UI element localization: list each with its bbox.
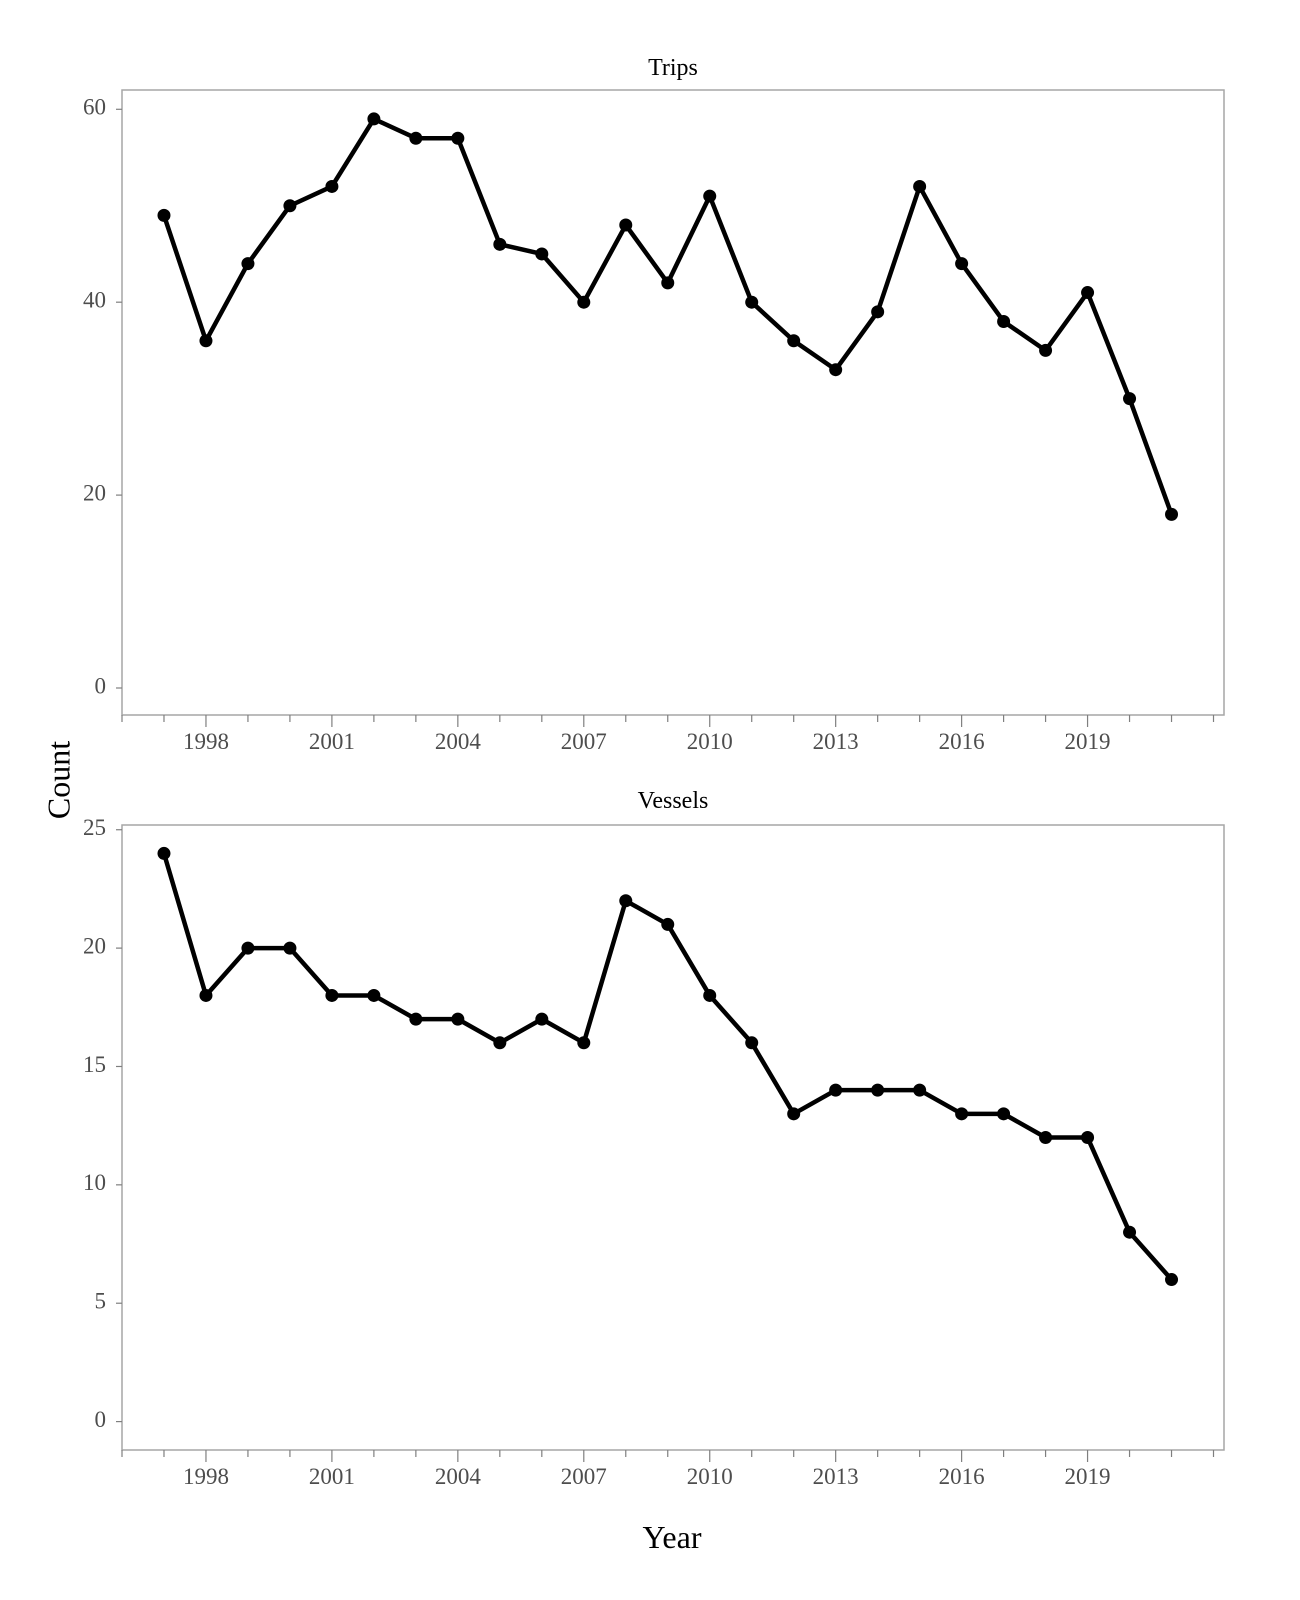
vessels-data-point	[1123, 1225, 1137, 1239]
vessels-data-point	[157, 846, 171, 860]
vessels-data-point	[1165, 1273, 1179, 1287]
vessels-data-point	[703, 988, 717, 1002]
vessels-data-point	[661, 917, 675, 931]
trips-data-point	[1081, 286, 1095, 300]
trips-data-point	[241, 257, 255, 271]
trips-x-tick-label: 2019	[1065, 729, 1111, 754]
vessels-data-point	[997, 1107, 1011, 1121]
trips-data-point	[157, 208, 171, 222]
vessels-x-tick-label: 2013	[813, 1464, 859, 1489]
trips-data-point	[745, 295, 759, 309]
trips-x-tick-label: 2004	[435, 729, 482, 754]
vessels-plot-frame	[121, 824, 1225, 1451]
trips-panel-title: Trips	[648, 55, 698, 81]
vessels-y-tick-label: 15	[83, 1052, 106, 1077]
trips-data-point	[1165, 507, 1179, 521]
vessels-x-tick-label: 2001	[309, 1464, 355, 1489]
vessels-data-point	[283, 941, 297, 955]
trips-data-point	[451, 131, 465, 145]
trips-data-point	[997, 314, 1011, 328]
trips-data-point	[535, 247, 549, 261]
trips-data-point	[577, 295, 591, 309]
trips-data-point	[787, 334, 801, 348]
trips-data-point	[661, 276, 675, 290]
vessels-panel-title: Vessels	[638, 788, 709, 814]
trips-data-point	[1039, 343, 1053, 357]
vessels-y-tick-label: 20	[83, 933, 106, 958]
vessels-panel: Vessels 0 5 10 15 20 25 1998 2001 2004 2007 2010 201…	[83, 788, 1225, 1489]
vessels-x-tick-label: 2010	[687, 1464, 733, 1489]
vessels-data-point	[1039, 1131, 1053, 1144]
vessels-data-point	[325, 988, 339, 1002]
vessels-data-point	[535, 1012, 549, 1026]
trips-data-point	[703, 189, 717, 203]
trips-x-tick-label: 2007	[561, 729, 607, 754]
trips-data-point	[913, 179, 927, 193]
trips-y-tick-label: 40	[83, 287, 106, 312]
vessels-y-tick-label: 5	[95, 1289, 107, 1314]
trips-x-tick-label: 2013	[813, 729, 859, 754]
vessels-data-point	[1081, 1131, 1095, 1144]
vessels-data-point	[913, 1083, 927, 1097]
vessels-data-point	[241, 941, 255, 955]
trips-data-point	[619, 218, 633, 232]
trips-panel: Trips 0 20 40 60 1998 2001 2004 2007 2010 2013 2016…	[83, 55, 1225, 754]
trips-y-tick-label: 60	[83, 95, 106, 120]
trips-data-point	[367, 112, 381, 126]
vessels-y-tick-label: 10	[83, 1170, 106, 1195]
vessels-data-point	[787, 1107, 801, 1121]
x-axis-title: Year	[643, 1519, 702, 1555]
trips-data-point	[283, 199, 297, 213]
vessels-data-point	[409, 1012, 423, 1026]
vessels-data-point	[367, 988, 381, 1002]
vessels-data-point	[451, 1012, 465, 1026]
trips-data-point	[325, 179, 339, 193]
trips-data-point	[1123, 392, 1137, 406]
vessels-x-tick-label: 2004	[435, 1464, 482, 1489]
vessels-x-tick-label: 2007	[561, 1464, 607, 1489]
vessels-x-tick-label: 1998	[183, 1464, 229, 1489]
trips-data-point	[871, 305, 885, 319]
vessels-x-tick-label: 2019	[1065, 1464, 1111, 1489]
vessels-data-point	[871, 1083, 885, 1097]
y-axis-title: Count	[40, 741, 76, 819]
trips-plot-frame	[121, 89, 1225, 716]
vessels-data-point	[577, 1036, 591, 1050]
trips-x-tick-label: 1998	[183, 729, 229, 754]
trips-y-tick-label: 20	[83, 480, 106, 505]
trips-series-line	[161, 116, 1174, 517]
vessels-series-line	[161, 851, 1174, 1282]
vessels-data-point	[199, 988, 213, 1002]
vessels-data-point	[619, 894, 633, 908]
vessels-y-tick-label: 25	[83, 815, 106, 840]
vessels-y-tick-label: 0	[95, 1407, 107, 1432]
trips-data-point	[409, 131, 423, 145]
trips-x-tick-label: 2001	[309, 729, 355, 754]
vessels-x-tick-label: 2016	[939, 1464, 985, 1489]
trips-data-point	[493, 237, 507, 251]
vessels-data-point	[745, 1036, 759, 1050]
trips-data-point	[829, 363, 843, 377]
trips-data-point	[955, 257, 969, 271]
trips-x-tick-label: 2016	[939, 729, 985, 754]
trips-x-tick-label: 2010	[687, 729, 733, 754]
trips-data-point	[199, 334, 213, 348]
trips-y-tick-label: 0	[95, 673, 107, 698]
vessels-data-point	[829, 1083, 843, 1097]
vessels-data-point	[493, 1036, 507, 1050]
vessels-data-point	[955, 1107, 969, 1121]
